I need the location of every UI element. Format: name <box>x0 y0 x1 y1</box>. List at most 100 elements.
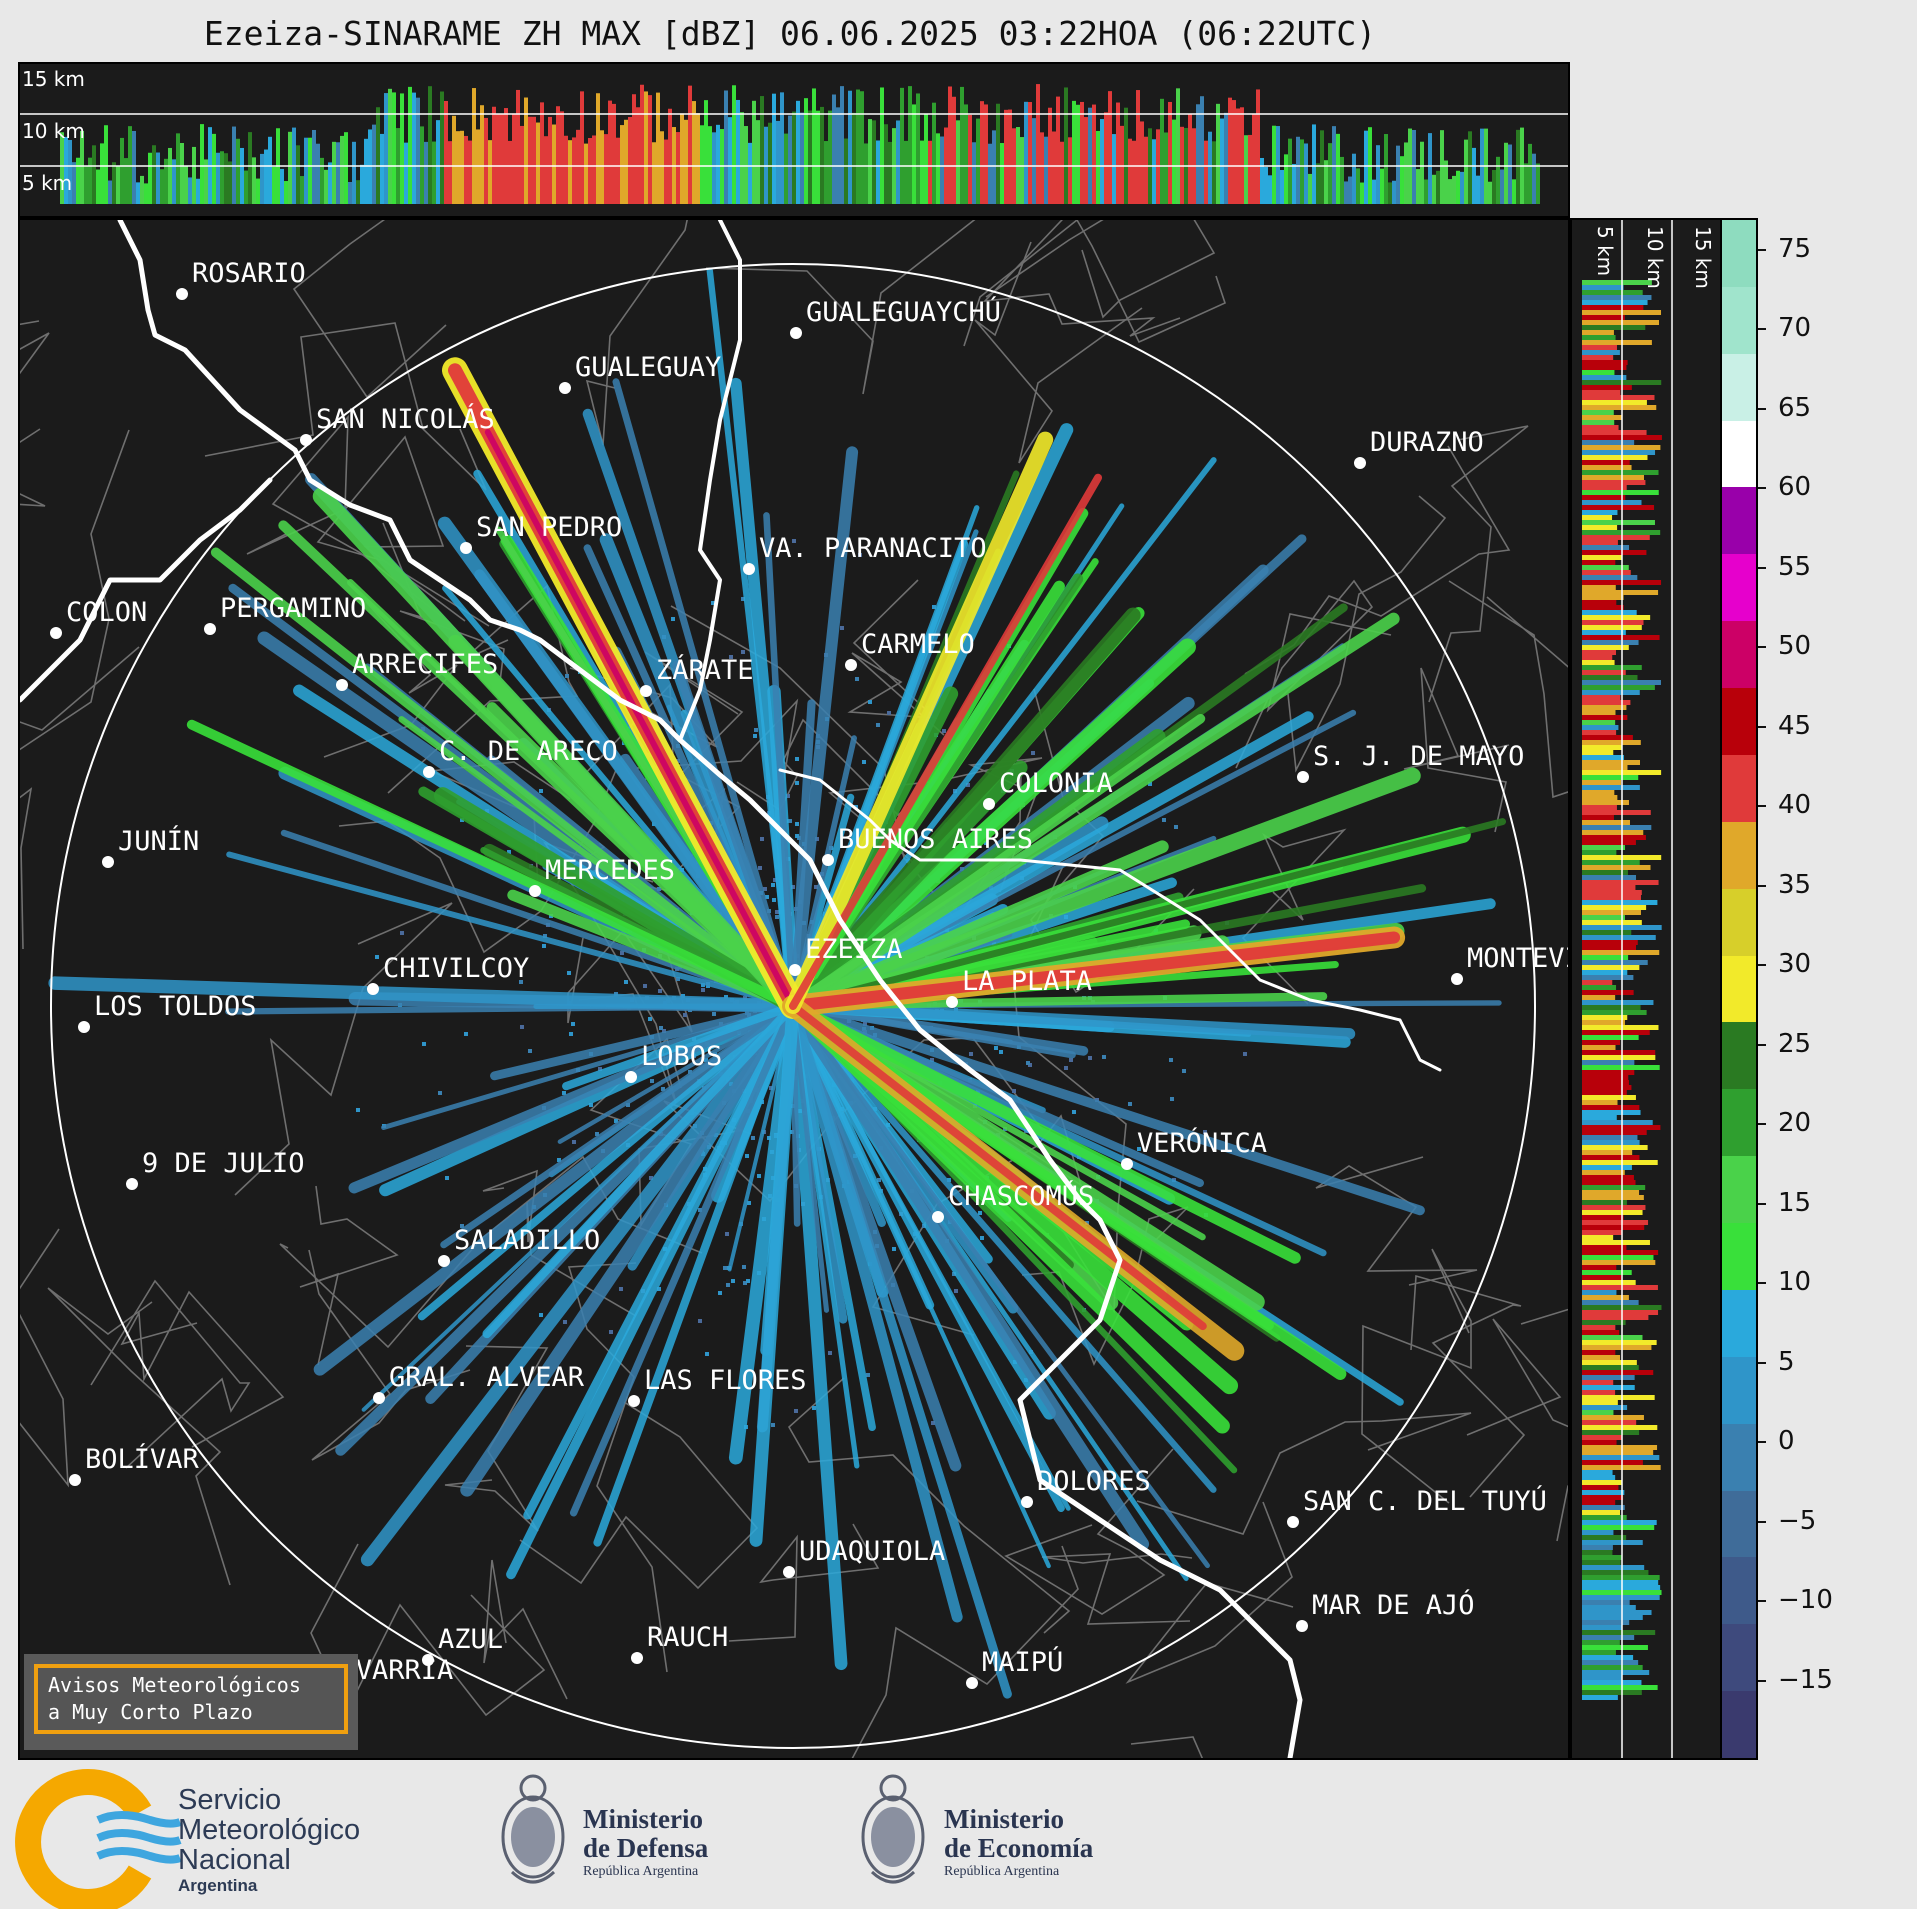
economia-line2: de Economía <box>944 1833 1094 1863</box>
cross-section-row <box>1582 1330 1620 1335</box>
city-marker[interactable]: COLON <box>50 597 147 639</box>
cross-section-column <box>196 178 200 204</box>
cross-section-column <box>728 117 732 204</box>
cross-section-column <box>340 135 344 204</box>
city-label: LOBOS <box>641 1041 722 1072</box>
cross-section-row <box>1582 320 1660 325</box>
cross-section-row <box>1582 1600 1630 1605</box>
radar-echo-pixel <box>868 700 872 704</box>
city-marker[interactable]: LOBOS <box>625 1041 722 1083</box>
city-marker[interactable]: LA PLATA <box>946 966 1092 1008</box>
colorbar-segment <box>1722 554 1756 622</box>
cross-section-column <box>1416 169 1420 204</box>
cross-section-column <box>540 102 544 204</box>
colorbar-segment <box>1722 1691 1756 1758</box>
city-marker[interactable]: RAUCH <box>631 1622 728 1664</box>
city-marker[interactable]: SALADILLO <box>438 1225 600 1267</box>
radar-echo-pixel <box>790 1130 794 1134</box>
cross-section-row <box>1582 1325 1616 1330</box>
city-marker[interactable]: VA. PARANACITO <box>743 533 987 575</box>
radar-map[interactable]: ROSARIO GUALEGUAYCHÚ GUALEGUAY SAN NICOLÁS D… <box>20 220 1568 1758</box>
cross-section-column <box>1044 136 1048 204</box>
city-marker[interactable]: JUNÍN <box>102 825 199 868</box>
cross-section-column <box>84 166 88 204</box>
city-dot-icon <box>1287 1516 1299 1528</box>
city-marker[interactable]: LOS TOLDOS <box>78 991 257 1033</box>
city-marker[interactable]: CHASCOMÚS <box>932 1180 1094 1223</box>
cross-section-column <box>80 130 84 204</box>
cross-section-column <box>1272 125 1276 204</box>
city-marker[interactable]: EZEIZA <box>789 934 903 976</box>
cross-section-column <box>268 136 272 204</box>
city-marker[interactable]: ZÁRATE <box>640 654 754 697</box>
city-marker[interactable]: ROSARIO <box>176 258 306 300</box>
radar-map-panel[interactable]: ROSARIO GUALEGUAYCHÚ GUALEGUAY SAN NICOLÁS D… <box>18 218 1570 1760</box>
city-marker[interactable]: MERCEDES <box>529 855 675 897</box>
city-marker[interactable]: ARRECIFES <box>336 649 498 691</box>
city-label: CHASCOMÚS <box>948 1180 1094 1212</box>
city-marker[interactable]: 9 DE JULIO <box>126 1148 305 1190</box>
city-marker[interactable]: SAN PEDRO <box>460 512 622 554</box>
radar-echo-ray <box>749 999 800 1547</box>
county-boundary <box>1520 1308 1568 1325</box>
colorbar-segment <box>1722 220 1756 287</box>
cross-section-row <box>1582 1695 1618 1700</box>
cross-section-row <box>1582 845 1626 850</box>
city-marker[interactable]: BUENOS AIRES <box>822 824 1033 866</box>
cross-section-column <box>1292 163 1296 204</box>
city-marker[interactable]: LAS FLORES <box>628 1365 807 1407</box>
city-label: ROSARIO <box>192 258 306 289</box>
cross-section-column <box>644 91 648 204</box>
city-marker[interactable]: MONTEVIDEO <box>1451 943 1568 985</box>
cross-section-row <box>1582 1020 1625 1025</box>
cross-section-column <box>676 132 680 204</box>
city-marker[interactable]: SAN NICOLÁS <box>300 403 495 446</box>
radar-echo-ray <box>790 735 857 1009</box>
cross-section-column <box>692 101 696 204</box>
radar-echo-pixel <box>1148 782 1152 786</box>
city-marker[interactable]: CARMELO <box>845 629 975 671</box>
cross-section-row <box>1582 1285 1658 1290</box>
city-marker[interactable]: MAIPÚ <box>966 1646 1063 1689</box>
cross-section-column <box>180 143 184 204</box>
city-marker[interactable]: GUALEGUAY <box>559 352 721 394</box>
warning-box[interactable]: Avisos Meteorológicos a Muy Corto Plazo <box>24 1654 358 1750</box>
cross-section-column <box>1460 171 1464 204</box>
city-marker[interactable]: DURAZNO <box>1354 427 1484 469</box>
city-marker[interactable]: SAN C. DEL TUYÚ <box>1287 1485 1547 1528</box>
city-marker[interactable]: S. J. DE MAYO <box>1297 741 1524 783</box>
radar-echo-ray <box>434 787 802 1015</box>
colorbar-tick-label: 70 <box>1778 313 1812 344</box>
cross-section-column <box>1380 168 1384 204</box>
city-marker[interactable]: AZUL <box>422 1624 503 1666</box>
radar-echo-pixel <box>791 885 795 889</box>
city-marker[interactable]: DOLORES <box>1021 1466 1151 1508</box>
city-marker[interactable]: C. DE ARECO <box>423 736 618 778</box>
radar-echo-pixel <box>543 934 547 938</box>
radar-echo-pixel <box>795 822 799 826</box>
county-boundary <box>1130 1736 1204 1758</box>
radar-echo-pixel <box>788 819 792 823</box>
city-marker[interactable]: VERÓNICA <box>1121 1127 1267 1170</box>
cross-section-column <box>416 97 420 204</box>
city-marker[interactable]: PERGAMINO <box>204 593 366 635</box>
city-marker[interactable]: GUALEGUAYCHÚ <box>790 296 1001 339</box>
city-label: BUENOS AIRES <box>838 824 1033 855</box>
cross-section-row <box>1582 595 1624 600</box>
city-label: MAR DE AJÓ <box>1312 1589 1475 1621</box>
cross-section-column <box>424 141 428 204</box>
city-marker[interactable]: GRAL. ALVEAR <box>373 1362 585 1404</box>
radar-echo-pixel <box>932 605 936 609</box>
city-marker[interactable]: UDAQUIOLA <box>783 1536 945 1578</box>
radar-echo-pixel <box>589 1103 593 1107</box>
cross-section-column <box>236 138 240 204</box>
city-marker[interactable]: CHIVILCOY <box>367 953 529 995</box>
cross-section-column <box>732 85 736 204</box>
cross-section-row <box>1582 280 1652 285</box>
city-marker[interactable]: MAR DE AJÓ <box>1296 1589 1475 1632</box>
city-marker[interactable]: COLONIA <box>983 768 1113 810</box>
city-marker[interactable]: BOLÍVAR <box>69 1443 200 1486</box>
cross-section-row <box>1582 400 1647 405</box>
cross-section-column <box>572 137 576 204</box>
radar-echo-pixel <box>1170 1097 1174 1101</box>
